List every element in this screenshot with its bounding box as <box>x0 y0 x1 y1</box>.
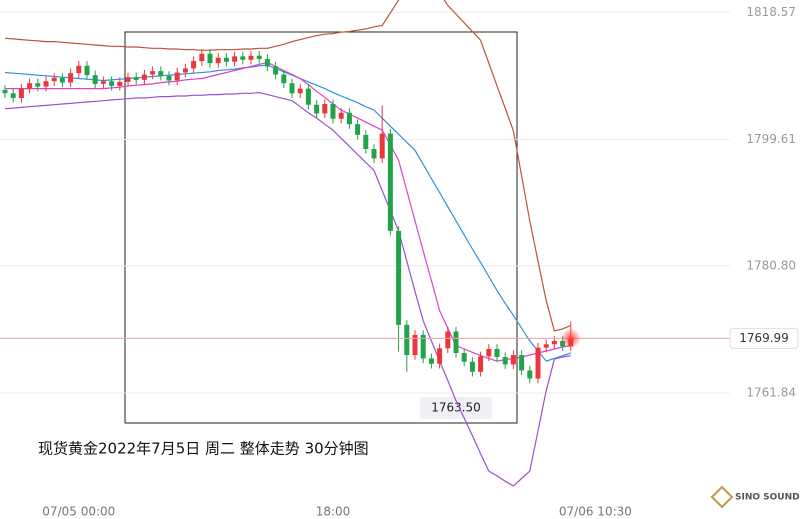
candle-body <box>10 93 16 98</box>
indicator-line <box>4 91 571 487</box>
candle-body <box>420 334 426 359</box>
indicator-line <box>4 0 572 332</box>
candle-body <box>68 73 74 83</box>
candle-body <box>59 77 65 83</box>
candle-body <box>215 57 221 64</box>
logo-icon <box>710 485 734 509</box>
indicator-line <box>5 61 571 362</box>
candle-body <box>453 331 459 354</box>
candle-body <box>248 55 254 60</box>
candle-body <box>117 81 123 86</box>
price-box <box>729 327 799 349</box>
candle-body <box>43 81 49 87</box>
candle-body <box>404 324 410 356</box>
candle-body <box>166 75 172 81</box>
candle-body <box>174 72 180 81</box>
candle-body <box>445 331 451 349</box>
candle-body <box>355 124 361 135</box>
candle-body <box>35 83 41 87</box>
candle-body <box>371 148 377 159</box>
y-tick-label: 1761.84 <box>746 386 796 400</box>
candle-body <box>412 334 418 356</box>
candle-body <box>330 104 336 119</box>
candle-body <box>305 88 311 105</box>
candle-body <box>428 358 434 364</box>
candle-body <box>150 71 156 75</box>
x-tick-label: 18:00 <box>316 505 351 519</box>
candle-body <box>240 56 246 60</box>
candle-body <box>273 66 279 75</box>
crosshair-label: 1763.50 <box>431 401 481 415</box>
candle-body <box>133 77 139 80</box>
candle-body <box>494 348 500 358</box>
candle-body <box>486 348 492 357</box>
y-tick-label: 1780.80 <box>746 258 796 272</box>
candle-body <box>437 348 443 364</box>
candle-body <box>84 65 90 76</box>
candle-body <box>27 83 33 89</box>
candle-body <box>223 57 229 62</box>
candle-body <box>322 104 328 114</box>
candle-body <box>461 353 467 362</box>
candle-body <box>256 55 262 60</box>
candle-body <box>281 74 287 84</box>
x-tick-label: 07/05 00:00 <box>42 505 115 519</box>
watermark: SINO SOUND <box>735 493 800 503</box>
candle-body <box>264 59 270 67</box>
candle-body <box>207 53 213 64</box>
candle-body <box>125 77 131 82</box>
candle-body <box>527 370 533 379</box>
candle-body <box>338 112 344 119</box>
candle-body <box>100 81 106 84</box>
candle-body <box>158 71 164 76</box>
candle-body <box>396 230 402 325</box>
y-tick-label: 1799.61 <box>746 132 796 146</box>
y-tick-label: 1818.57 <box>746 5 796 19</box>
caption: 现货黄金2022年7月5日 周二 整体走势 30分钟图 <box>38 440 369 458</box>
x-tick-label: 07/06 10:30 <box>559 505 632 519</box>
candle-body <box>543 344 549 348</box>
candle-body <box>478 356 484 372</box>
candle-body <box>191 61 197 69</box>
candle-body <box>51 77 57 82</box>
candle-body <box>199 53 205 62</box>
crosshair-box <box>420 397 492 419</box>
candle-body <box>314 104 320 114</box>
candle-body <box>182 68 188 73</box>
candle-body <box>502 357 508 365</box>
candle-body <box>387 133 393 231</box>
price-label: 1769.99 <box>739 331 789 345</box>
candle-body <box>346 112 352 125</box>
candle-body <box>379 133 385 159</box>
candle-body <box>363 134 369 149</box>
candle-body <box>92 75 98 84</box>
candle-body <box>469 361 475 372</box>
plot-area <box>0 0 730 487</box>
candle-body <box>297 88 303 94</box>
indicator-line <box>4 64 571 362</box>
candle-body <box>109 81 115 86</box>
candle-body <box>551 340 557 345</box>
candle-body <box>510 355 516 365</box>
candle-body <box>18 88 24 98</box>
candle-body <box>232 56 238 62</box>
candle-body <box>2 89 8 94</box>
selection-box <box>124 31 518 424</box>
candle-body <box>141 74 147 80</box>
candle-body <box>535 347 541 379</box>
candle-body <box>519 355 525 371</box>
price-glow <box>560 328 581 349</box>
candle-body <box>76 65 82 74</box>
candle-body <box>289 83 295 94</box>
